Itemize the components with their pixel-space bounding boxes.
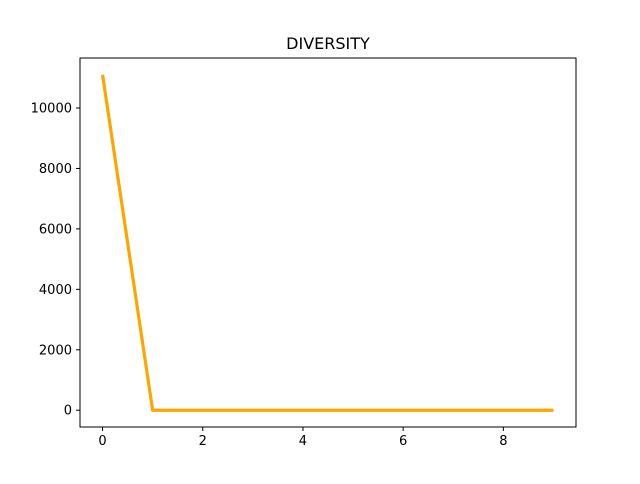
x-tick-label: 0 (98, 434, 106, 449)
plot-frame (79, 57, 577, 428)
x-tick-label: 6 (399, 434, 407, 449)
x-tick-label: 8 (499, 434, 507, 449)
x-axis: 0 2 4 6 8 (98, 427, 507, 449)
y-tick-label: 10000 (31, 102, 72, 117)
x-tick-label: 2 (199, 434, 207, 449)
y-tick-label: 8000 (39, 162, 72, 177)
series-line-0 (100, 74, 554, 412)
plot-area (100, 74, 554, 412)
chart-title: DIVERSITY (286, 34, 370, 53)
y-tick-label: 4000 (39, 283, 72, 298)
y-tick-label: 0 (64, 404, 72, 419)
y-tick-label: 2000 (39, 343, 72, 358)
x-tick-label: 4 (299, 434, 307, 449)
y-tick-label: 6000 (39, 222, 72, 237)
y-axis: 0 2000 4000 6000 8000 10000 (31, 102, 80, 419)
